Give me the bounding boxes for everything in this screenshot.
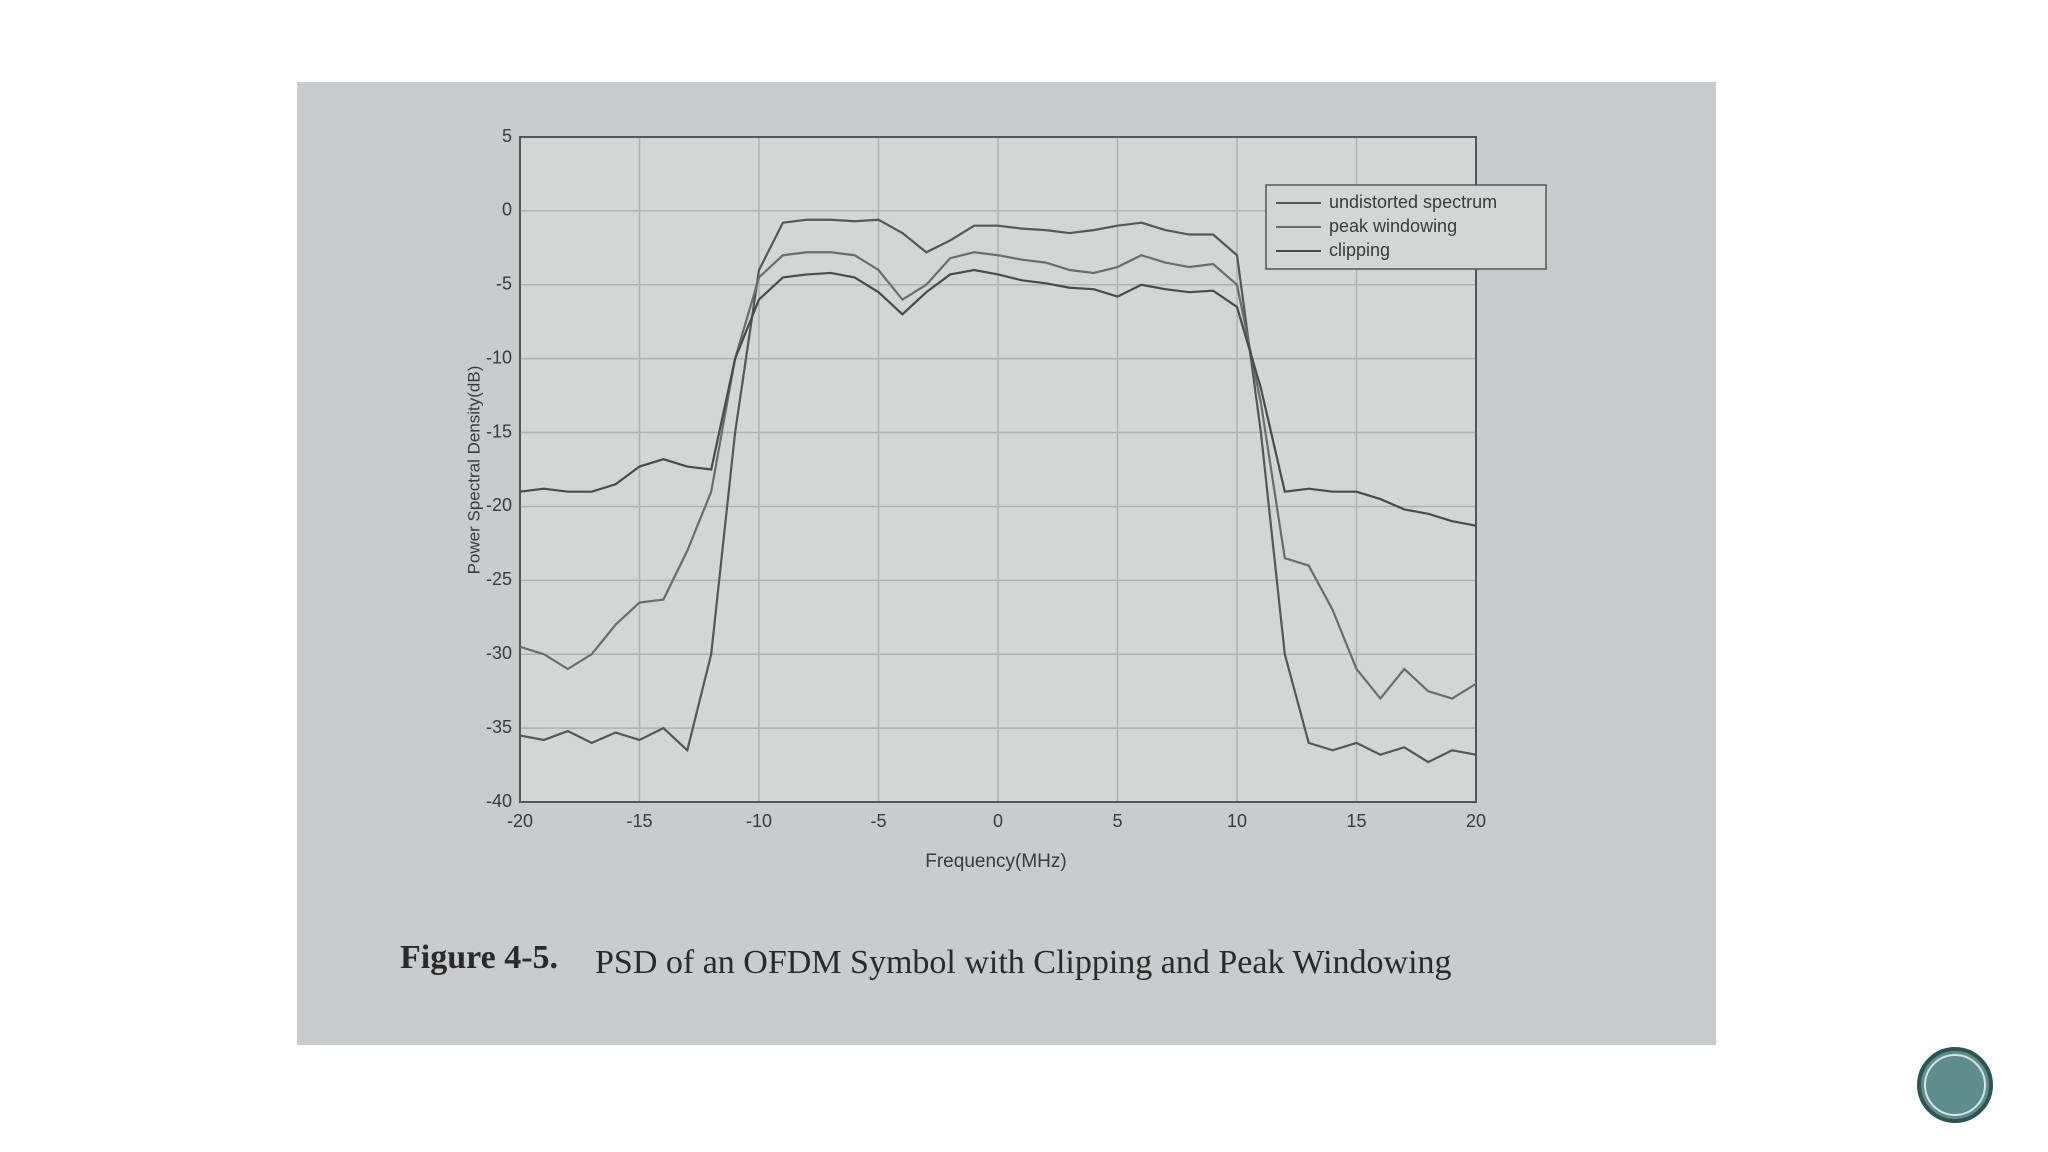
- y-tick-label: -25: [486, 569, 512, 589]
- x-tick-label: 5: [1112, 811, 1122, 831]
- y-tick-label: -20: [486, 495, 512, 515]
- x-tick-label: -15: [626, 811, 652, 831]
- x-tick-label: 15: [1346, 811, 1366, 831]
- y-tick-label: -30: [486, 643, 512, 663]
- x-tick-label: 20: [1466, 811, 1486, 831]
- y-tick-label: -10: [486, 347, 512, 367]
- y-tick-label: -35: [486, 717, 512, 737]
- legend-label: peak windowing: [1329, 216, 1457, 236]
- logo-badge: [1917, 1047, 1993, 1123]
- x-tick-label: -10: [746, 811, 772, 831]
- x-tick-label: 0: [993, 811, 1003, 831]
- series-line: [519, 268, 1477, 527]
- y-axis-label: Power Spectral Density(dB): [464, 366, 483, 575]
- y-tick-label: 5: [502, 126, 512, 146]
- series-line: [519, 251, 1477, 701]
- logo-ring: [1924, 1054, 1986, 1116]
- x-axis-label: Frequency(MHz): [925, 851, 1066, 872]
- y-tick-label: -15: [486, 421, 512, 441]
- plot-frame: [519, 136, 1477, 803]
- legend-label: clipping: [1329, 240, 1390, 260]
- x-tick-label: 10: [1227, 811, 1247, 831]
- y-tick-label: -40: [486, 791, 512, 811]
- x-tick-label: -5: [870, 811, 886, 831]
- caption-text: PSD of an OFDM Symbol with Clipping and …: [595, 944, 1452, 981]
- x-tick-label: -20: [507, 811, 533, 831]
- series-line: [519, 218, 1477, 764]
- legend-label: undistorted spectrum: [1329, 192, 1497, 212]
- y-tick-label: -5: [496, 274, 512, 294]
- caption-label: Figure 4-5.: [400, 939, 558, 976]
- y-tick-label: 0: [502, 200, 512, 220]
